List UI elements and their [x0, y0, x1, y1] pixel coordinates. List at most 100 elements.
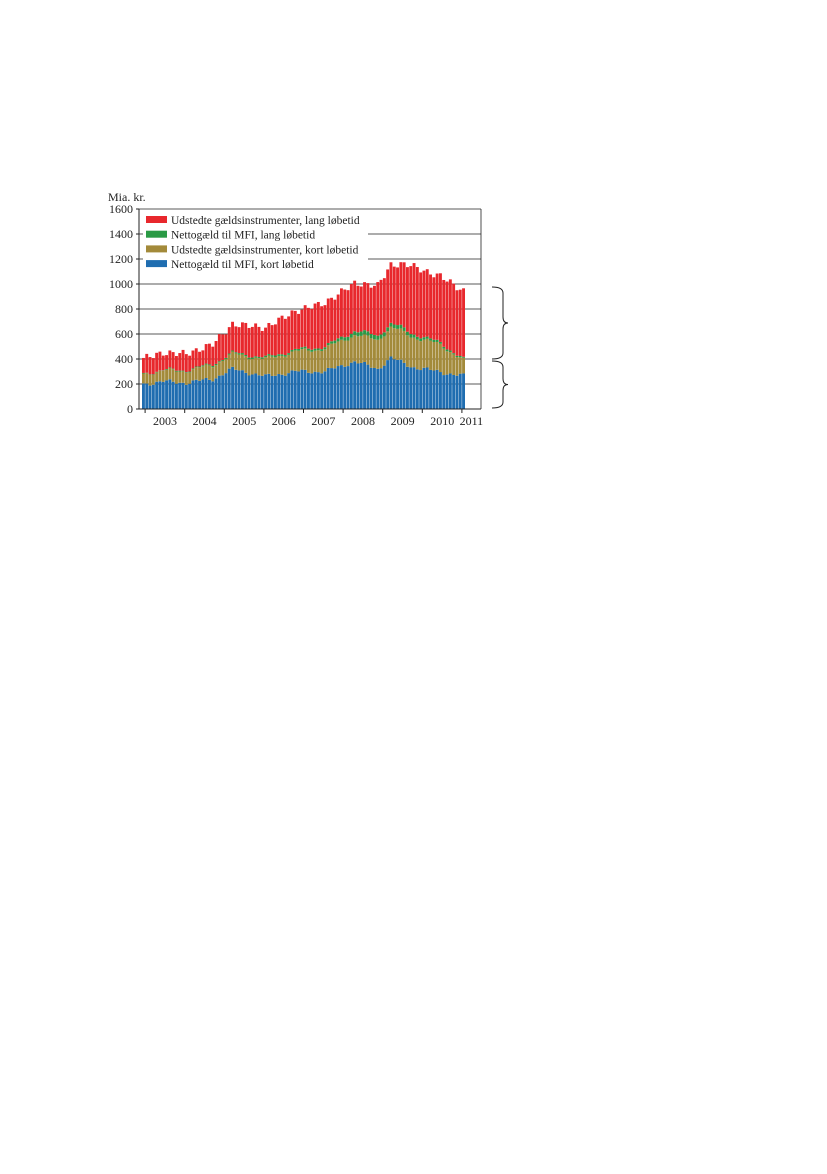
- bar-segment: [383, 336, 386, 365]
- bar-segment: [413, 367, 416, 409]
- bar-segment: [393, 328, 396, 359]
- bar-segment: [399, 328, 402, 359]
- y-tick-label: 1200: [109, 252, 133, 266]
- bar-segment: [168, 350, 171, 367]
- bar-segment: [168, 368, 171, 379]
- bar-segment: [310, 373, 313, 409]
- bar-segment: [320, 306, 323, 349]
- bar-segment: [300, 370, 303, 409]
- bar-segment: [165, 370, 168, 381]
- bar-segment: [363, 362, 366, 409]
- bar-segment: [304, 347, 307, 349]
- bar-segment: [198, 381, 201, 409]
- bar-segment: [436, 340, 439, 342]
- bar-segment: [178, 372, 181, 383]
- bar-segment: [277, 374, 280, 409]
- bar-segment: [159, 371, 162, 382]
- bar-segment: [218, 361, 221, 362]
- bar-segment: [231, 322, 234, 351]
- bar-segment: [456, 357, 459, 376]
- bar-segment: [165, 369, 168, 370]
- y-tick-label: 400: [115, 352, 133, 366]
- bar-segment: [333, 341, 336, 344]
- bar-segment: [363, 330, 366, 334]
- bar-segment: [267, 374, 270, 409]
- bar-segment: [413, 335, 416, 338]
- x-tick-label: 2005: [232, 414, 256, 428]
- bar-segment: [439, 273, 442, 342]
- y-tick-label: 1000: [109, 277, 133, 291]
- bar-segment: [159, 352, 162, 371]
- bar-segment: [343, 290, 346, 338]
- bar-segment: [248, 358, 251, 359]
- bar-segment: [370, 288, 373, 334]
- bar-segment: [297, 349, 300, 351]
- bar-segment: [360, 287, 363, 332]
- bar-segment: [192, 368, 195, 369]
- bar-segment: [386, 360, 389, 409]
- bar-segment: [396, 267, 399, 325]
- bar-segment: [324, 371, 327, 409]
- bar-segment: [373, 368, 376, 409]
- bar-segment: [261, 376, 264, 409]
- bar-segment: [360, 336, 363, 363]
- bar-segment: [337, 338, 340, 341]
- bar-segment: [251, 327, 254, 358]
- bar-segment: [340, 365, 343, 409]
- bar-segment: [452, 375, 455, 409]
- bar-segment: [403, 363, 406, 409]
- bar-segment: [449, 373, 452, 409]
- bar-segment: [244, 373, 247, 409]
- bar-segment: [429, 275, 432, 339]
- bar-segment: [284, 357, 287, 376]
- bar-segment: [218, 334, 221, 361]
- bar-segment: [281, 375, 284, 409]
- bar-segment: [152, 385, 155, 409]
- bar-segment: [244, 355, 247, 356]
- bar-segment: [241, 354, 244, 370]
- bar-segment: [360, 332, 363, 336]
- bar-segment: [251, 358, 254, 360]
- bar-segment: [386, 331, 389, 360]
- bar-segment: [188, 372, 191, 383]
- bar-segment: [198, 367, 201, 368]
- x-tick-label: 2007: [311, 414, 335, 428]
- bar-segment: [314, 349, 317, 351]
- bar-segment: [192, 380, 195, 409]
- bar-segment: [142, 383, 145, 409]
- bar-segment: [432, 340, 435, 342]
- bar-segment: [456, 376, 459, 409]
- bar-segment: [370, 338, 373, 367]
- bar-segment: [462, 358, 465, 374]
- bar-segment: [294, 311, 297, 349]
- legend-label: Nettogæld til MFI, lang løbetid: [171, 230, 315, 242]
- bar-segment: [228, 369, 231, 409]
- bar-segment: [215, 341, 218, 364]
- bar-segment: [337, 341, 340, 366]
- bar-segment: [195, 348, 198, 366]
- bar-segment: [208, 364, 211, 365]
- bar-segment: [452, 353, 455, 354]
- bar-segment: [390, 323, 393, 327]
- bar-segment: [287, 355, 290, 373]
- bar-segment: [393, 359, 396, 409]
- bar-segment: [277, 318, 280, 355]
- bar-segment: [327, 345, 330, 368]
- bar-segment: [211, 367, 214, 381]
- bar-segment: [317, 302, 320, 349]
- bar-segment: [215, 378, 218, 409]
- y-tick-label: 200: [115, 377, 133, 391]
- bar-segment: [327, 299, 330, 344]
- bar-segment: [175, 356, 178, 371]
- bar-segment: [149, 357, 152, 374]
- bar-segment: [409, 367, 412, 409]
- bar-segment: [261, 357, 264, 358]
- bar-segment: [317, 348, 320, 350]
- bar-segment: [300, 349, 303, 370]
- bar-segment: [185, 354, 188, 372]
- bar-segment: [271, 376, 274, 409]
- bar-segment: [274, 357, 277, 376]
- bar-segment: [380, 334, 383, 338]
- bar-segment: [373, 286, 376, 335]
